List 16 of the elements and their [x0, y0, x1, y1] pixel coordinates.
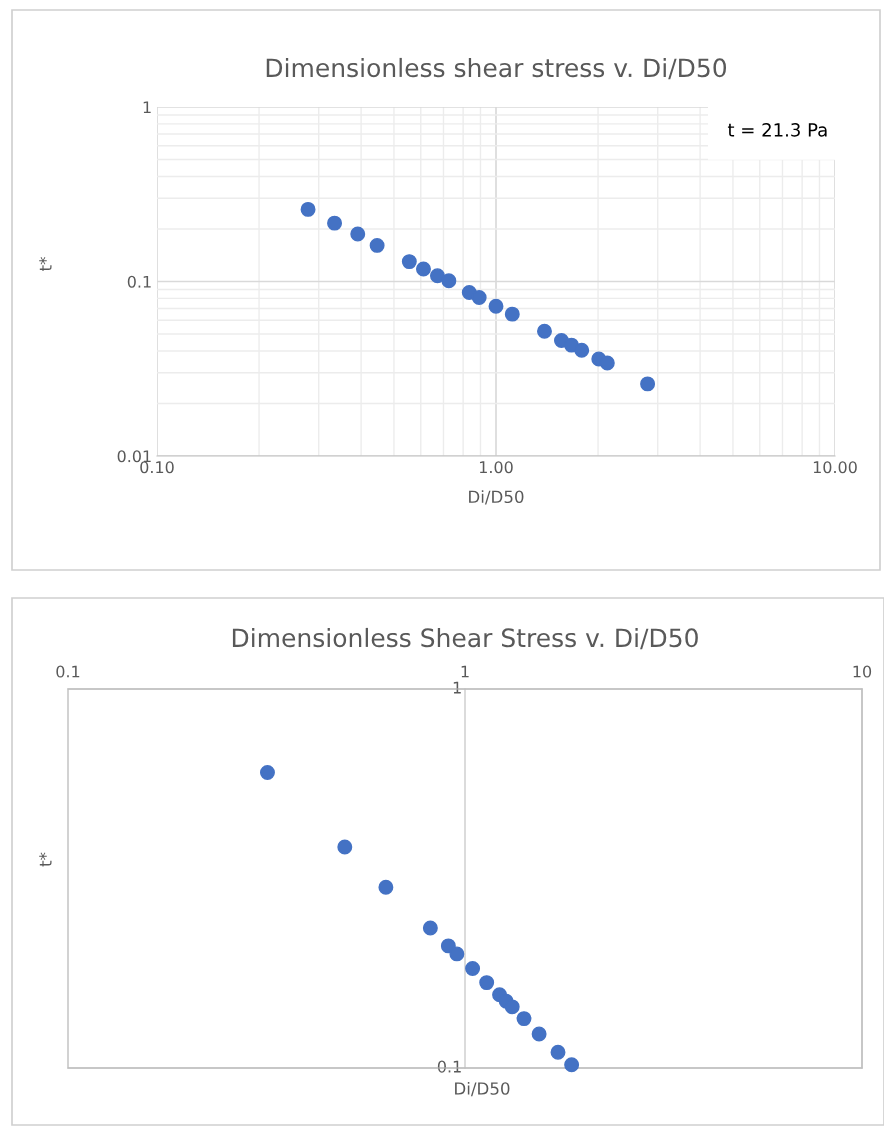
x-axis-title: Di/D50 [469, 490, 524, 505]
y-axis-title: t* [39, 257, 52, 272]
y-tick-label: 0.01 [117, 450, 151, 463]
chart-title: Dimensionless Shear Stress v. Di/D50 [232, 627, 698, 650]
x-axis-title: Di/D50 [455, 1081, 510, 1097]
x-tick-label: 10 [853, 665, 872, 678]
y-axis-title: t* [39, 852, 52, 867]
chart-title: Dimensionless shear stress v. Di/D50 [266, 57, 727, 80]
y-tick-label: 0.1 [127, 275, 151, 288]
x-tick-label: 0.1 [56, 665, 80, 678]
x-tick-label: 10.00 [813, 461, 857, 474]
annotation: t = 21.3 Pa [727, 123, 827, 137]
x-tick-label: 0.10 [140, 461, 174, 474]
x-tick-label: 1.00 [479, 461, 513, 474]
y-tick-label: 1 [143, 101, 151, 114]
x-tick-label: 1 [461, 665, 469, 678]
